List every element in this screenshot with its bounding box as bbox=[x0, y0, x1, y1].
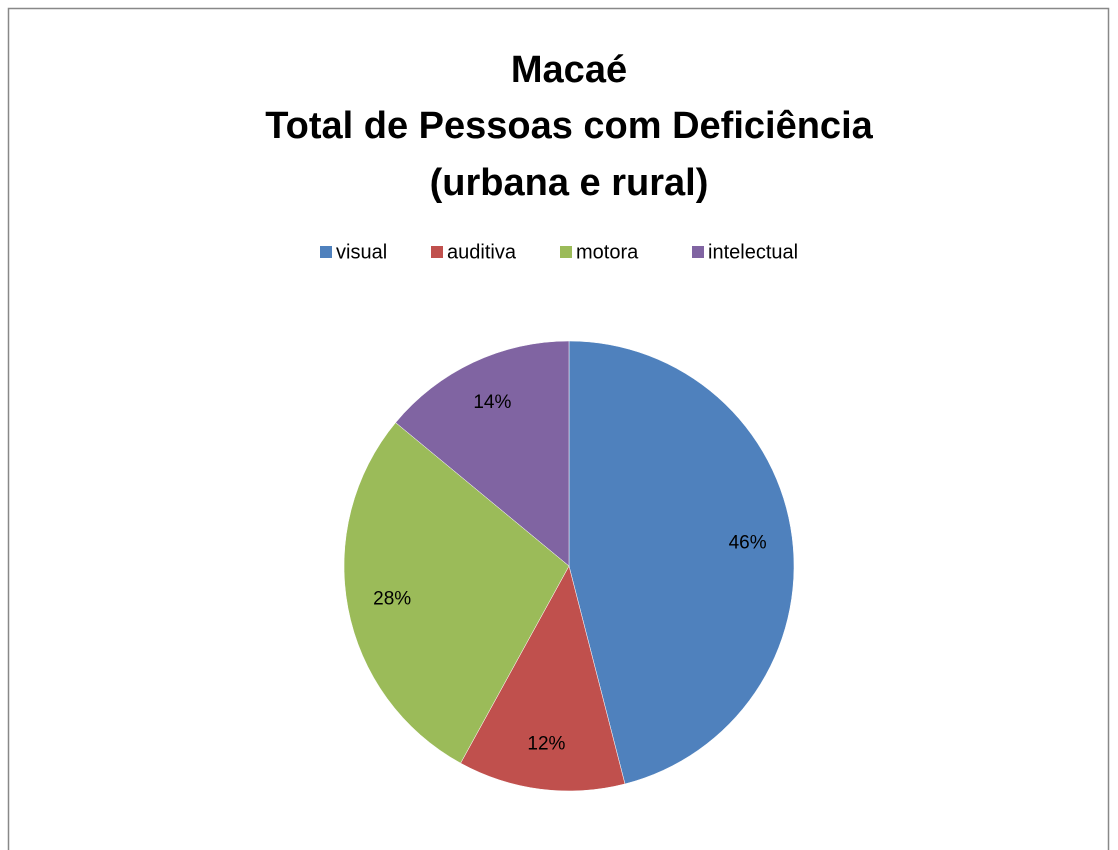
pie-slice bbox=[568, 340, 795, 785]
legend-swatch bbox=[692, 246, 704, 258]
data-label: 28% bbox=[373, 589, 411, 610]
pie-slice bbox=[460, 565, 626, 792]
chart-title: Macaé bbox=[511, 49, 627, 91]
legend-swatch bbox=[320, 246, 332, 258]
data-label: 46% bbox=[729, 532, 767, 553]
pie-slice bbox=[343, 422, 570, 764]
data-label: 12% bbox=[527, 734, 565, 755]
legend-swatch bbox=[560, 246, 572, 258]
chart-title: (urbana e rural) bbox=[430, 162, 709, 204]
chart-title: Total de Pessoas com Deficiência bbox=[265, 105, 873, 147]
legend-label: visual bbox=[336, 241, 387, 263]
legend-label: motora bbox=[576, 241, 639, 263]
data-label: 14% bbox=[473, 392, 511, 413]
legend-label: intelectual bbox=[708, 241, 798, 263]
pie-slice bbox=[395, 340, 570, 567]
legend-swatch bbox=[431, 246, 443, 258]
legend-label: auditiva bbox=[447, 241, 517, 263]
